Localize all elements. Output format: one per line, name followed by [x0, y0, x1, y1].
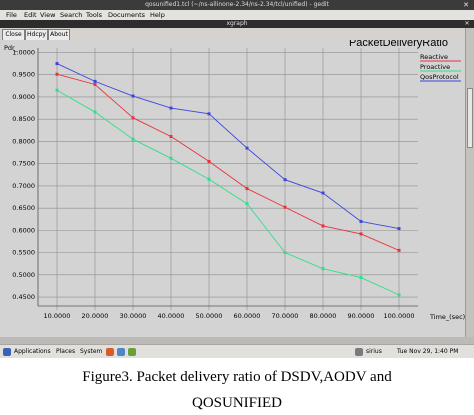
data-point-proactive — [207, 177, 211, 181]
data-point-proactive — [283, 251, 287, 255]
data-point-qosprotocol — [207, 112, 211, 116]
y-tick-label: 0.6500 — [12, 204, 35, 212]
xgraph-title-bar: xgraph — [0, 20, 474, 28]
y-tick-label: 0.5500 — [12, 249, 35, 257]
data-point-qosprotocol — [55, 62, 59, 66]
x-tick-label: 60.0000 — [234, 312, 261, 320]
menu-help[interactable]: Help — [150, 11, 165, 19]
menu-search[interactable]: Search — [60, 11, 83, 19]
series-line-qosprotocol — [56, 63, 400, 230]
scrollbar-thumb[interactable] — [467, 88, 473, 148]
y-axis-label: Pdr_ — [4, 44, 19, 52]
menu-documents[interactable]: Documents — [108, 11, 146, 19]
x-tick-label: 90.0000 — [348, 312, 375, 320]
menu-edit[interactable]: Edit — [24, 11, 37, 19]
y-tick-label: 0.9000 — [12, 93, 35, 101]
series-line-reactive — [56, 73, 400, 251]
data-point-reactive — [359, 232, 363, 236]
x-tick-label: 70.0000 — [272, 312, 299, 320]
browser-launcher-icon[interactable] — [106, 348, 114, 356]
data-point-qosprotocol — [169, 106, 173, 110]
series-line-proactive — [56, 89, 400, 296]
data-point-proactive — [397, 293, 401, 297]
gedit-menu-bar: File Edit View Search Tools Documents He… — [0, 10, 474, 20]
data-point-reactive — [93, 82, 97, 86]
desktop-screen: qosunified1.tcl (~/ns-allinone-2.34/ns-2… — [0, 0, 474, 358]
menu-view[interactable]: View — [40, 11, 56, 19]
figure-caption-line2: QOSUNIFIED — [192, 395, 282, 411]
y-tick-label: 1.0000 — [12, 48, 35, 56]
data-point-proactive — [169, 156, 173, 160]
xgraph-close-icon[interactable]: ✕ — [464, 20, 470, 27]
mail-launcher-icon[interactable] — [117, 348, 125, 356]
data-point-qosprotocol — [245, 146, 249, 150]
chart-title: PacketDeliveryRatio — [349, 40, 448, 49]
places-menu[interactable]: Places — [56, 348, 76, 355]
data-point-reactive — [321, 224, 325, 228]
data-point-qosprotocol — [321, 191, 325, 195]
gedit-close-icon[interactable]: ✕ — [463, 1, 469, 9]
x-tick-label: 20.0000 — [82, 312, 109, 320]
data-point-proactive — [245, 202, 249, 206]
data-point-qosprotocol — [93, 79, 97, 83]
menu-file[interactable]: File — [6, 11, 17, 19]
gedit-status-strip — [0, 337, 474, 344]
x-tick-label: 100.0000 — [383, 312, 414, 320]
x-tick-label: 80.0000 — [310, 312, 337, 320]
legend-label: Proactive — [420, 63, 450, 71]
data-point-qosprotocol — [283, 178, 287, 182]
y-tick-label: 0.7500 — [12, 160, 35, 168]
menu-tools[interactable]: Tools — [86, 11, 103, 19]
x-tick-label: 40.0000 — [158, 312, 185, 320]
data-point-proactive — [321, 267, 325, 271]
data-point-proactive — [359, 276, 363, 280]
y-tick-label: 0.6000 — [12, 226, 35, 234]
figure-caption-line1: Figure3. Packet delivery ratio of DSDV,A… — [82, 369, 392, 385]
legend-label: QosProtocol — [420, 73, 459, 81]
data-point-proactive — [93, 110, 97, 114]
data-point-reactive — [169, 135, 173, 139]
data-point-reactive — [283, 205, 287, 209]
legend-label: Reactive — [420, 53, 448, 61]
xgraph-plot: 0.4500 0.5000 0.5500 0.6000 0.6500 0.7000 0.75… — [4, 40, 465, 321]
data-point-reactive — [131, 116, 135, 120]
data-point-reactive — [55, 72, 59, 76]
vertical-scrollbar[interactable] — [465, 28, 474, 339]
help-launcher-icon[interactable] — [128, 348, 136, 356]
x-tick-label: 10.0000 — [44, 312, 71, 320]
system-menu[interactable]: System — [80, 348, 103, 355]
clock[interactable]: Tue Nov 29, 1:40 PM — [397, 348, 459, 355]
applications-menu[interactable]: Applications — [14, 348, 51, 355]
y-tick-label: 0.7000 — [12, 182, 35, 190]
hdcpy-button[interactable]: Hdcpy — [25, 29, 48, 41]
y-tick-label: 0.5000 — [12, 271, 35, 279]
data-point-proactive — [131, 137, 135, 141]
y-tick-label: 0.8500 — [12, 115, 35, 123]
data-point-reactive — [245, 187, 249, 191]
x-tick-label: 30.0000 — [120, 312, 147, 320]
data-point-reactive — [397, 248, 401, 252]
user-icon — [355, 348, 363, 356]
x-axis-label: Time_(sec) — [429, 313, 465, 321]
data-point-proactive — [55, 88, 59, 92]
y-tick-label: 0.8000 — [12, 137, 35, 145]
chart-background — [0, 40, 466, 337]
gedit-title-bar: qosunified1.tcl (~/ns-allinone-2.34/ns-2… — [0, 0, 474, 10]
data-point-qosprotocol — [397, 227, 401, 231]
user-name: sirius — [366, 348, 382, 355]
x-tick-label: 50.0000 — [196, 312, 223, 320]
y-tick-label: 0.9500 — [12, 71, 35, 79]
data-point-reactive — [207, 159, 211, 163]
y-tick-label: 0.4500 — [12, 293, 35, 301]
taskbar: Applications Places System sirius Tue No… — [0, 344, 474, 358]
data-point-qosprotocol — [131, 94, 135, 98]
data-point-qosprotocol — [359, 219, 363, 223]
applications-icon[interactable] — [3, 348, 11, 356]
